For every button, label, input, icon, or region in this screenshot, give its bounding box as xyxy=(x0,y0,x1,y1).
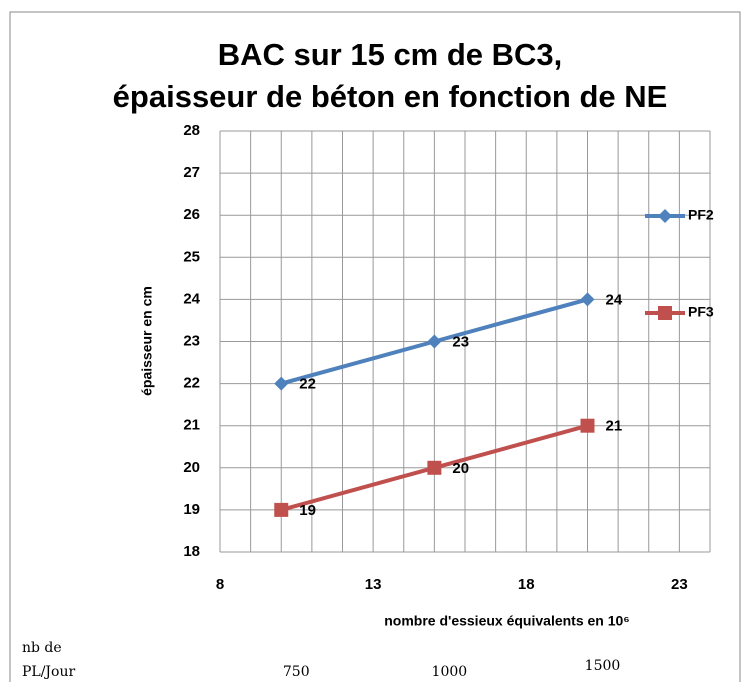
y-tick-label: 19 xyxy=(183,501,200,518)
y-tick-label: 25 xyxy=(183,248,200,265)
data-label: 22 xyxy=(299,376,316,393)
y-tick-label: 28 xyxy=(183,122,200,139)
x-axis-label: nombre d'essieux équivalents en 10⁶ xyxy=(384,613,630,629)
y-tick-label: 27 xyxy=(183,164,200,181)
point xyxy=(427,334,442,349)
point xyxy=(274,376,289,391)
point xyxy=(274,502,289,517)
y-tick-label: 18 xyxy=(183,543,200,560)
y-tick-label: 26 xyxy=(183,206,200,223)
point xyxy=(658,209,672,223)
y-tick-label: 20 xyxy=(183,459,200,476)
data-label: 21 xyxy=(606,418,623,435)
x-tick-label: 23 xyxy=(671,576,688,593)
x-tick-label: 13 xyxy=(365,576,382,593)
data-label: 20 xyxy=(452,460,469,477)
data-label: 23 xyxy=(452,333,469,350)
data-label: 19 xyxy=(299,502,316,519)
point xyxy=(658,306,672,320)
legend-label: PF3 xyxy=(688,304,714,320)
point xyxy=(580,418,595,433)
point xyxy=(580,292,595,307)
point xyxy=(427,460,442,475)
chart-frame xyxy=(9,11,741,682)
data-label: 24 xyxy=(606,291,623,308)
legend-label: PF2 xyxy=(688,207,714,223)
annotation-value: 1000 xyxy=(432,664,468,680)
x-tick-label: 8 xyxy=(216,576,224,593)
annotation-value: 1500 xyxy=(585,658,621,674)
y-tick-label: 23 xyxy=(183,332,200,349)
chart-title: BAC sur 15 cm de BC3, xyxy=(218,37,563,72)
annotation-label: nb de xyxy=(22,640,62,656)
y-tick-label: 24 xyxy=(183,290,200,307)
chart-title: épaisseur de béton en fonction de NE xyxy=(113,79,668,114)
y-axis-label: épaisseur en cm xyxy=(139,286,155,396)
x-tick-label: 18 xyxy=(518,576,535,593)
annotation-label: PL/Jour xyxy=(22,664,75,680)
annotation-value: 750 xyxy=(283,664,310,680)
y-tick-label: 21 xyxy=(183,417,200,434)
y-tick-label: 22 xyxy=(183,375,200,392)
